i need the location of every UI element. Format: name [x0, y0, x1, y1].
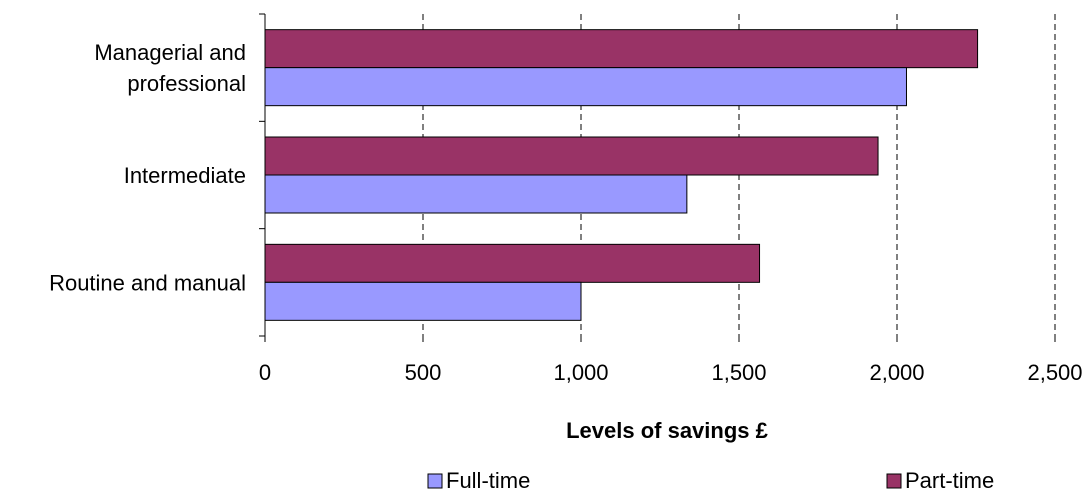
legend: Full-time Part-time: [427, 468, 994, 493]
legend-label: Full-time: [446, 468, 530, 493]
category-label: Routine and manual: [49, 270, 246, 295]
x-axis-title: Levels of savings £: [566, 418, 769, 443]
x-tick-label: 2,500: [1027, 360, 1082, 385]
axes: [259, 13, 1056, 342]
category-label: Intermediate: [124, 163, 246, 188]
category-labels: Managerial and professional Intermediate Ro…: [49, 40, 246, 295]
x-tick-labels: 0 500 1,000 1,500 2,000 2,500: [259, 360, 1083, 385]
bar-part-time: [264, 136, 879, 176]
bars: [264, 29, 979, 321]
legend-label: Part-time: [905, 468, 994, 493]
bar-part-time: [264, 243, 761, 283]
x-tick-label: 0: [259, 360, 271, 385]
bar-full-time: [264, 67, 907, 107]
bar-full-time: [264, 174, 688, 214]
legend-swatch: [427, 473, 443, 489]
x-tick-label: 1,000: [553, 360, 608, 385]
bar-part-time: [264, 29, 979, 69]
x-tick-label: 500: [405, 360, 442, 385]
category-label: professional: [127, 71, 246, 96]
bar-full-time: [264, 281, 582, 321]
x-tick-label: 1,500: [711, 360, 766, 385]
category-label: Managerial and: [94, 40, 246, 65]
x-tick-label: 2,000: [869, 360, 924, 385]
legend-swatch: [886, 473, 902, 489]
